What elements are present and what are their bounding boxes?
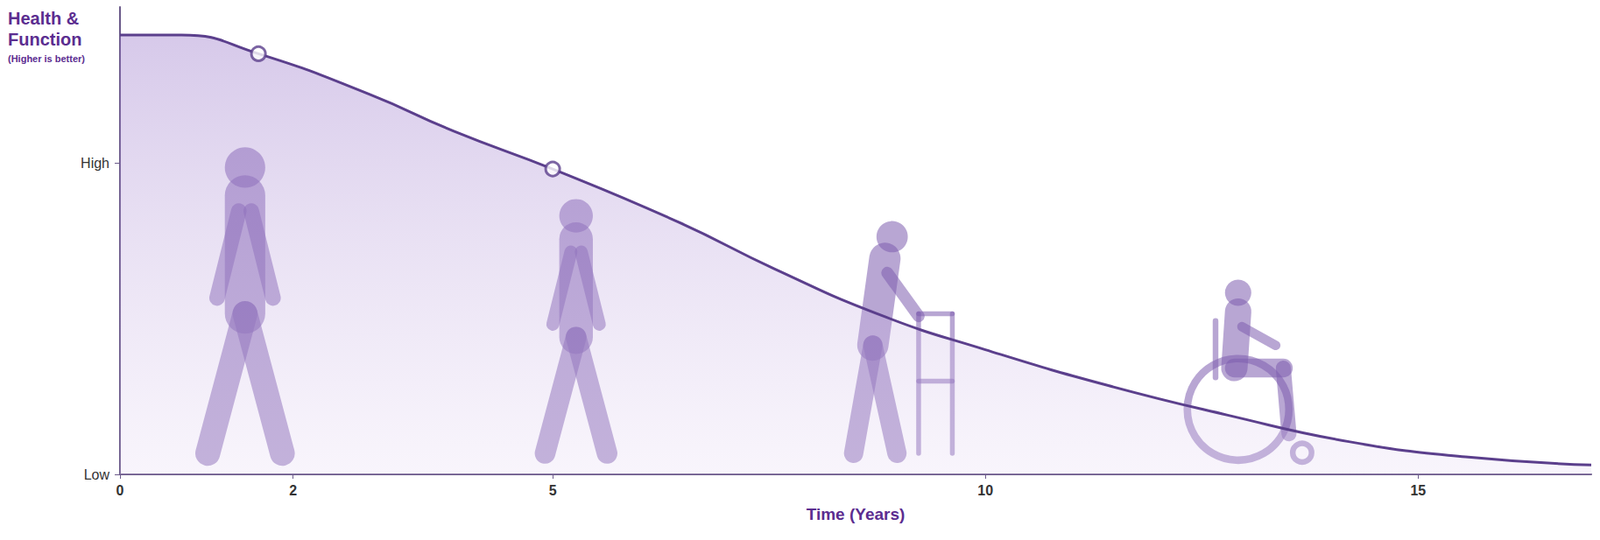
svg-text:10: 10 (977, 483, 994, 499)
svg-text:Time (Years): Time (Years) (806, 505, 906, 524)
svg-text:2: 2 (288, 483, 297, 499)
svg-text:Function: Function (7, 29, 82, 50)
svg-text:Low: Low (84, 467, 111, 483)
svg-text:0: 0 (116, 483, 125, 499)
svg-text:5: 5 (549, 483, 557, 499)
svg-text:(Higher is better): (Higher is better) (7, 53, 85, 64)
svg-text:High: High (80, 155, 110, 171)
svg-text:Health &: Health & (7, 8, 79, 29)
svg-text:15: 15 (1409, 483, 1426, 499)
